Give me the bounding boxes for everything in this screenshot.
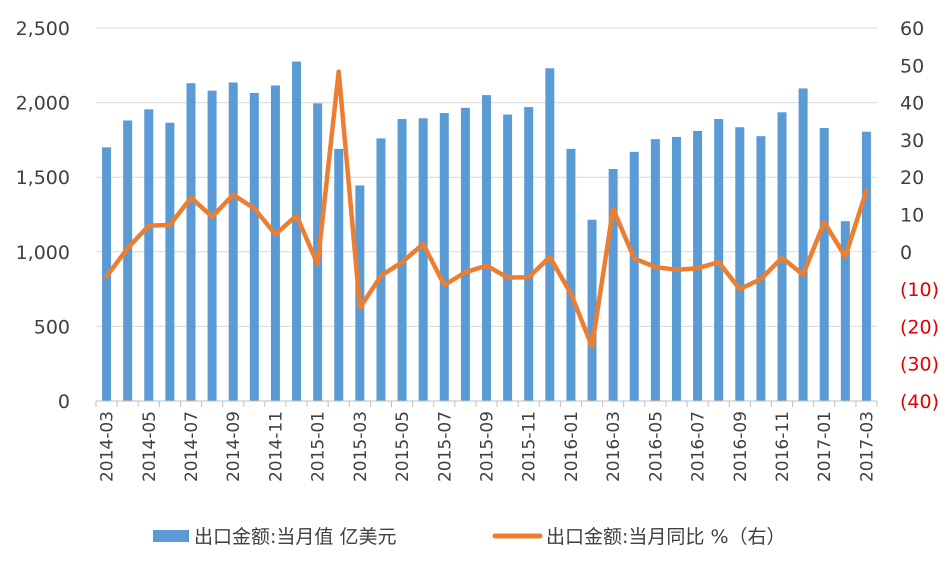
right-tick-label: 50 xyxy=(900,55,924,77)
bar xyxy=(840,221,850,401)
x-tick-label: 2015-07 xyxy=(435,411,455,482)
bar xyxy=(629,151,639,401)
right-tick-label: (30) xyxy=(900,354,939,376)
x-tick-label: 2016-01 xyxy=(562,411,582,482)
x-tick-label: 2015-05 xyxy=(393,411,413,482)
x-tick-label: 2014-09 xyxy=(224,411,244,482)
bar xyxy=(545,68,555,401)
bar xyxy=(566,148,576,401)
right-tick-label: (40) xyxy=(900,391,939,413)
bar xyxy=(144,109,154,402)
right-tick-label: 30 xyxy=(900,130,924,152)
right-tick-label: 40 xyxy=(900,93,924,115)
right-tick-label: 20 xyxy=(900,167,924,189)
bar xyxy=(735,127,745,401)
bar xyxy=(482,95,491,401)
x-tick-label: 2014-07 xyxy=(182,411,202,482)
bar xyxy=(228,82,238,401)
bar xyxy=(819,127,829,402)
bar xyxy=(186,83,196,401)
legend: 出口金额:当月值 亿美元 出口金额:当月同比 %（右） xyxy=(153,526,786,548)
bar xyxy=(798,88,808,402)
x-tick-label: 2014-03 xyxy=(98,411,118,482)
right-tick-label: 10 xyxy=(900,205,924,227)
x-tick-label: 2016-11 xyxy=(773,411,793,482)
bar xyxy=(503,114,513,401)
right-tick-label: (20) xyxy=(900,316,939,338)
left-tick-label: 500 xyxy=(34,316,70,338)
series-line xyxy=(104,69,869,349)
x-tick-label: 2015-09 xyxy=(478,411,498,482)
bar xyxy=(524,107,534,402)
x-tick-label: 2016-09 xyxy=(731,411,751,482)
right-tick-label: (10) xyxy=(900,279,939,301)
bar xyxy=(756,136,766,402)
right-tick-label: 0 xyxy=(900,242,912,264)
bar xyxy=(650,139,660,402)
bar xyxy=(418,118,428,402)
bar xyxy=(292,61,302,401)
x-tick-label: 2015-03 xyxy=(351,411,371,482)
bar xyxy=(376,138,386,401)
legend-bar-label: 出口金额:当月值 亿美元 xyxy=(194,526,396,548)
x-tick-label: 2014-05 xyxy=(140,411,160,482)
left-axis: 0 500 1,000 1,500 2,000 2,500 xyxy=(16,18,70,413)
bar xyxy=(439,113,449,401)
x-tick-label: 2017-01 xyxy=(815,411,835,482)
left-tick-label: 1,000 xyxy=(16,242,70,264)
bar xyxy=(165,122,175,401)
bar xyxy=(334,148,344,401)
x-tick-label: 2015-01 xyxy=(309,411,329,482)
legend-bar-swatch xyxy=(153,530,189,542)
left-tick-label: 0 xyxy=(58,391,70,413)
line-series xyxy=(104,69,869,349)
bar xyxy=(249,92,259,401)
left-tick-label: 1,500 xyxy=(16,167,70,189)
legend-line-label: 出口金额:当月同比 %（右） xyxy=(546,526,786,548)
x-tick-label: 2016-05 xyxy=(646,411,666,482)
bar xyxy=(270,85,280,401)
bar xyxy=(207,90,217,401)
right-axis: (40) (30) (20) (10) 0 10 20 30 40 50 60 xyxy=(900,18,939,413)
bar xyxy=(587,219,597,401)
x-tick-label: 2015-11 xyxy=(520,411,540,482)
x-tick-label: 2016-03 xyxy=(604,411,624,482)
bar xyxy=(123,120,133,401)
bar xyxy=(608,168,618,401)
x-tick-label: 2016-07 xyxy=(689,411,709,482)
left-tick-label: 2,000 xyxy=(16,93,70,115)
bar-series xyxy=(102,61,871,402)
bar xyxy=(861,131,871,401)
x-tick-label: 2014-11 xyxy=(266,411,286,482)
bar xyxy=(460,107,470,402)
right-tick-label: 60 xyxy=(900,18,924,40)
x-tick-label: 2017-03 xyxy=(857,411,877,482)
left-tick-label: 2,500 xyxy=(16,18,70,40)
x-axis: 2014-03 2014-05 2014-07 2014-09 2014-11 2015-… xyxy=(95,400,878,482)
